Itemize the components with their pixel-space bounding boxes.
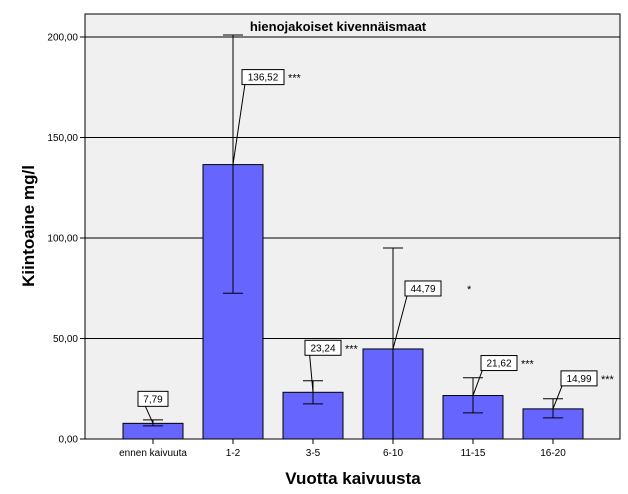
y-tick-label: 100,00 [47,234,78,245]
value-label-box [304,339,342,356]
x-tick-label: 1-2 [226,448,241,459]
value-label: 44,79 [410,284,435,295]
x-tick-label: ennen kaivuuta [119,448,187,459]
value-label-box [480,355,518,372]
value-label: 23,24 [310,343,335,354]
label-leader [392,288,410,350]
y-tick-label: 50,00 [53,334,78,345]
y-axis-title: Kiintoaine mg/l [19,165,38,287]
y-tick-label: 200,00 [47,33,78,44]
value-label-box [560,370,598,387]
value-label-box [404,280,442,297]
value-label: 21,62 [486,359,511,370]
x-tick-label: 11-15 [461,448,486,459]
x-tick-label: 6-10 [383,448,403,459]
value-label: 14,99 [566,374,591,385]
significance-mark: *** [601,374,615,386]
x-axis-title: Vuotta kaivuusta [285,469,421,488]
x-tick-label: 16-20 [540,448,566,459]
plot-area [84,13,621,440]
value-label-box [137,390,169,407]
significance-mark: *** [345,343,359,355]
value-label: 7,79 [143,394,163,405]
value-label-box [241,69,285,86]
y-tick-label: 150,00 [47,133,78,144]
chart-title: hienojakoiset kivennäismaat [250,19,427,34]
significance-mark: *** [521,359,535,371]
value-label: 136,52 [248,73,279,84]
y-tick-label: 0,00 [59,435,79,446]
significance-mark: *** [288,73,302,85]
x-tick-label: 3-5 [306,448,321,459]
label-leader [232,77,247,165]
significance-mark: * [467,284,472,296]
